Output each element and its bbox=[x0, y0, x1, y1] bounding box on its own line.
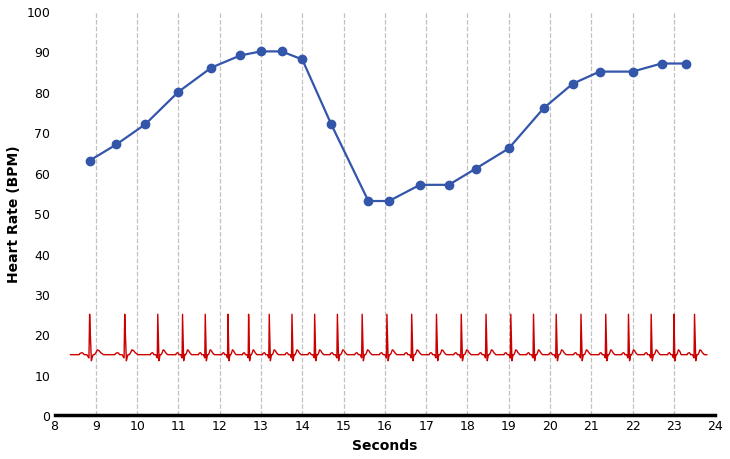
X-axis label: Seconds: Seconds bbox=[352, 438, 418, 452]
Y-axis label: Heart Rate (BPM): Heart Rate (BPM) bbox=[7, 145, 21, 282]
